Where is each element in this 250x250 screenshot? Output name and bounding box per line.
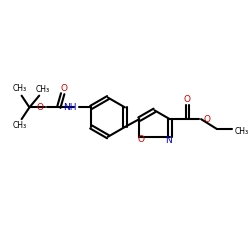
Text: CH₃: CH₃ (12, 122, 27, 130)
Text: NH: NH (63, 103, 76, 112)
Text: O: O (60, 84, 67, 93)
Text: O: O (184, 95, 191, 104)
Text: O: O (36, 103, 43, 112)
Text: CH₃: CH₃ (234, 127, 248, 136)
Text: CH₃: CH₃ (12, 84, 27, 93)
Text: O: O (138, 135, 145, 144)
Text: N: N (166, 136, 172, 145)
Text: CH₃: CH₃ (36, 85, 50, 94)
Text: O: O (203, 115, 210, 124)
